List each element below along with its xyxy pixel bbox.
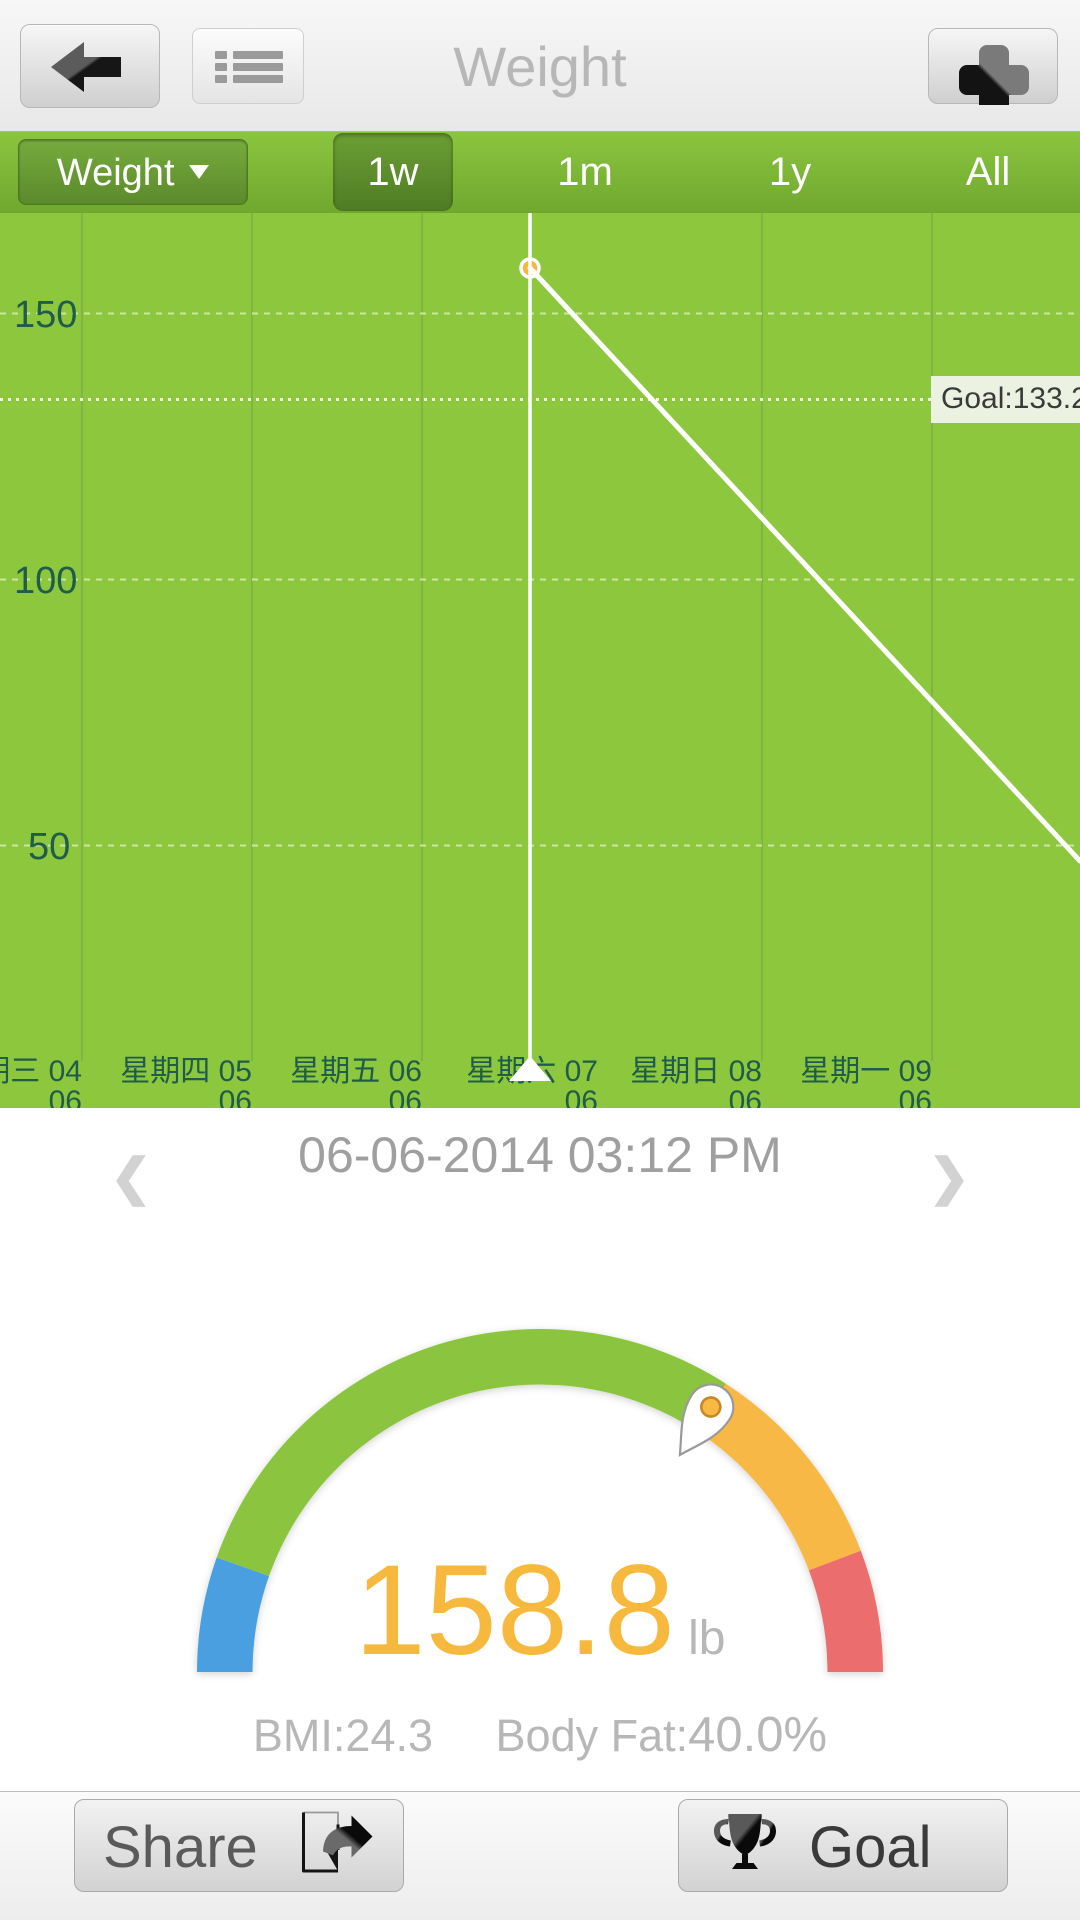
svg-text:星期日 08: 星期日 08 [630,1055,762,1088]
svg-text:06: 06 [899,1085,932,1108]
svg-text:星期三 04: 星期三 04 [0,1055,82,1088]
svg-text:星期五 06: 星期五 06 [290,1055,422,1088]
svg-text:星期四 05: 星期四 05 [120,1055,252,1088]
svg-text:06: 06 [565,1085,598,1108]
svg-text:100: 100 [14,560,77,602]
svg-text:Goal:133.2lb: Goal:133.2lb [941,382,1080,415]
svg-text:06: 06 [729,1085,762,1108]
svg-text:50: 50 [28,826,70,868]
svg-text:06: 06 [49,1085,82,1108]
svg-text:150: 150 [14,294,77,336]
svg-text:星期一 09: 星期一 09 [800,1055,932,1088]
svg-text:06: 06 [389,1085,422,1108]
svg-text:06: 06 [219,1085,252,1108]
